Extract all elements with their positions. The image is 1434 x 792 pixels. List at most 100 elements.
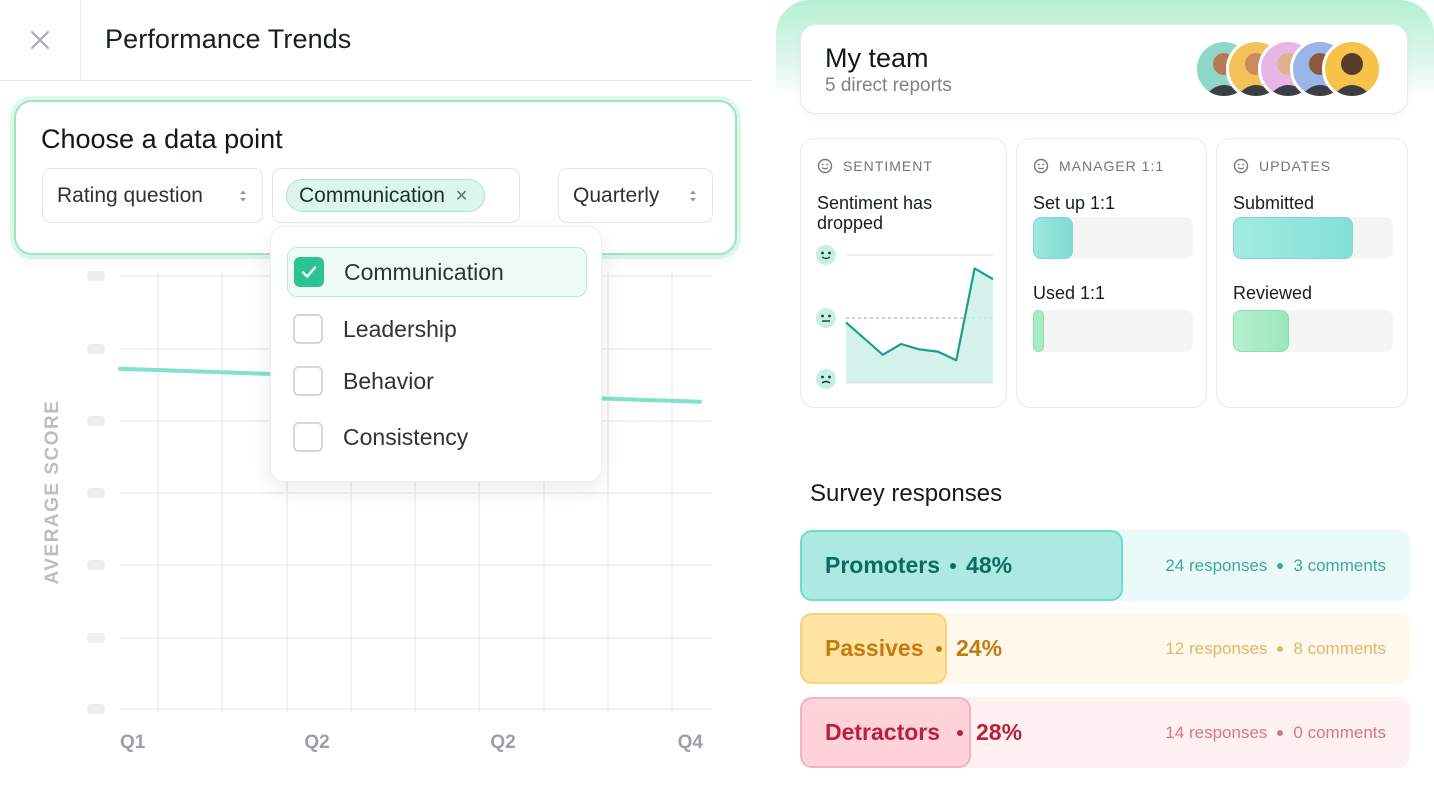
sentiment-sparkline [816, 245, 994, 389]
reviewed-label: Reviewed [1233, 283, 1313, 303]
manager-header: MANAGER 1:1 [1033, 158, 1164, 174]
survey-title: Survey responses [810, 480, 1003, 507]
period-value: Quarterly [573, 183, 660, 207]
used-label: Used 1:1 [1033, 283, 1106, 303]
updates-card[interactable]: UPDATES Submitted Reviewed [1216, 138, 1408, 408]
x-tick-label: Q1 [120, 732, 146, 753]
panel-header: Performance Trends [0, 0, 752, 81]
updates-heading: UPDATES [1259, 158, 1332, 174]
option-communication[interactable]: Communication [287, 247, 587, 297]
updates-header: UPDATES [1233, 158, 1331, 174]
promoters-pct: 48% [966, 552, 1013, 578]
y-tick-placeholder [87, 416, 105, 426]
option-leadership[interactable]: Leadership [287, 304, 587, 354]
checkbox-icon[interactable] [293, 422, 323, 452]
option-behavior[interactable]: Behavior [287, 356, 587, 406]
sentiment-header: SENTIMENT [817, 158, 933, 174]
promoters-responses: 24 responses [1165, 555, 1268, 575]
passives-comments: 8 comments [1293, 638, 1386, 658]
y-axis-label: AVERAGE SCORE [42, 400, 63, 585]
y-tick-placeholder [87, 633, 105, 643]
y-tick-placeholder [87, 488, 105, 498]
submitted-progress-fill [1233, 217, 1353, 259]
reviewed-progress-track [1233, 310, 1393, 352]
x-tick-label: Q4 [678, 732, 704, 753]
manager-one-on-one-card[interactable]: MANAGER 1:1 Set up 1:1 Used 1:1 [1016, 138, 1207, 408]
passives-responses: 12 responses [1165, 638, 1268, 658]
detractors-label: Detractors [825, 719, 941, 745]
sparkline-line [845, 267, 994, 362]
x-tick-label: Q2 [304, 732, 329, 753]
y-tick-placeholder [87, 704, 105, 714]
manager-heading: MANAGER 1:1 [1059, 158, 1165, 174]
period-select[interactable]: Quarterly [558, 168, 713, 223]
smile-icon [1233, 158, 1249, 174]
checkbox-checked-icon[interactable] [294, 257, 324, 287]
separator-dot [1277, 729, 1284, 736]
selected-chip[interactable]: Communication ✕ [286, 179, 486, 212]
passives-pct: 24% [956, 635, 1003, 661]
passives-label: Passives [825, 635, 924, 661]
sentiment-card[interactable]: SENTIMENT Sentiment has dropped [800, 138, 1007, 408]
team-card[interactable]: My team 5 direct reports [800, 24, 1408, 114]
close-icon [30, 30, 50, 50]
avatar-stack[interactable] [1194, 39, 1394, 99]
smile-icon [817, 158, 833, 174]
setup-progress-fill [1033, 217, 1073, 259]
detractors-comments: 0 comments [1293, 722, 1386, 742]
option-label: Consistency [343, 423, 469, 450]
survey-row-passives[interactable]: Passives 24% 12 responses 8 comments [800, 613, 1410, 684]
sentiment-heading: SENTIMENT [843, 158, 933, 174]
face-icon [816, 245, 836, 265]
chip-label: Communication [299, 183, 445, 207]
page-title: Performance Trends [105, 24, 352, 54]
y-tick-placeholder [87, 560, 105, 570]
rating-question-value: Rating question [57, 183, 203, 207]
x-tick-label: Q2 [490, 732, 515, 753]
select-arrows-icon [690, 190, 696, 202]
promoters-label: Promoters [825, 552, 941, 578]
option-label: Behavior [343, 367, 434, 394]
submitted-progress-track [1233, 217, 1393, 259]
separator-dot [1277, 562, 1284, 569]
survey-row-promoters[interactable]: Promoters 48% 24 responses 3 comments [800, 530, 1410, 601]
checkbox-icon[interactable] [293, 314, 323, 344]
detractors-pct: 28% [976, 719, 1023, 745]
separator-dot [1277, 645, 1284, 652]
passives-meta: 12 responses 8 comments [1165, 613, 1386, 684]
separator-dot [950, 562, 957, 569]
reviewed-progress-fill [1233, 310, 1289, 352]
chooser-title: Choose a data point [41, 124, 283, 154]
rating-question-select[interactable]: Rating question [42, 168, 263, 223]
data-point-select[interactable]: Communication ✕ [272, 168, 520, 223]
chip-remove-icon[interactable]: ✕ [454, 187, 469, 205]
option-consistency[interactable]: Consistency [287, 412, 587, 462]
y-tick-placeholder [87, 344, 105, 354]
face-icon [816, 308, 836, 328]
passives-pill: Passives [800, 613, 947, 684]
select-arrows-icon [240, 190, 246, 202]
detractors-pill: Detractors [800, 697, 971, 768]
checkbox-icon[interactable] [293, 366, 323, 396]
detractors-responses: 14 responses [1165, 722, 1268, 742]
face-icon [816, 369, 836, 389]
used-progress-fill [1033, 310, 1045, 352]
promoters-comments: 3 comments [1293, 555, 1386, 575]
detractors-meta: 14 responses 0 comments [1165, 697, 1386, 768]
separator-dot [957, 730, 963, 736]
avatar[interactable] [1322, 39, 1382, 99]
close-button[interactable] [0, 0, 81, 80]
promoters-meta: 24 responses 3 comments [1165, 530, 1386, 601]
data-point-dropdown: Communication Leadership Behavior Consis… [270, 226, 602, 482]
survey-row-detractors[interactable]: Detractors 28% 14 responses 0 comments [800, 697, 1410, 768]
separator-dot [936, 646, 942, 652]
used-progress-track [1033, 310, 1193, 352]
team-title: My team [825, 43, 929, 73]
neutral-face-icon [1033, 158, 1049, 174]
option-label: Communication [344, 258, 504, 285]
submitted-label: Submitted [1233, 193, 1315, 213]
sentiment-text: Sentiment has dropped [817, 193, 933, 233]
setup-label: Set up 1:1 [1033, 193, 1116, 213]
team-subtitle: 5 direct reports [825, 75, 952, 96]
option-label: Leadership [343, 315, 457, 342]
